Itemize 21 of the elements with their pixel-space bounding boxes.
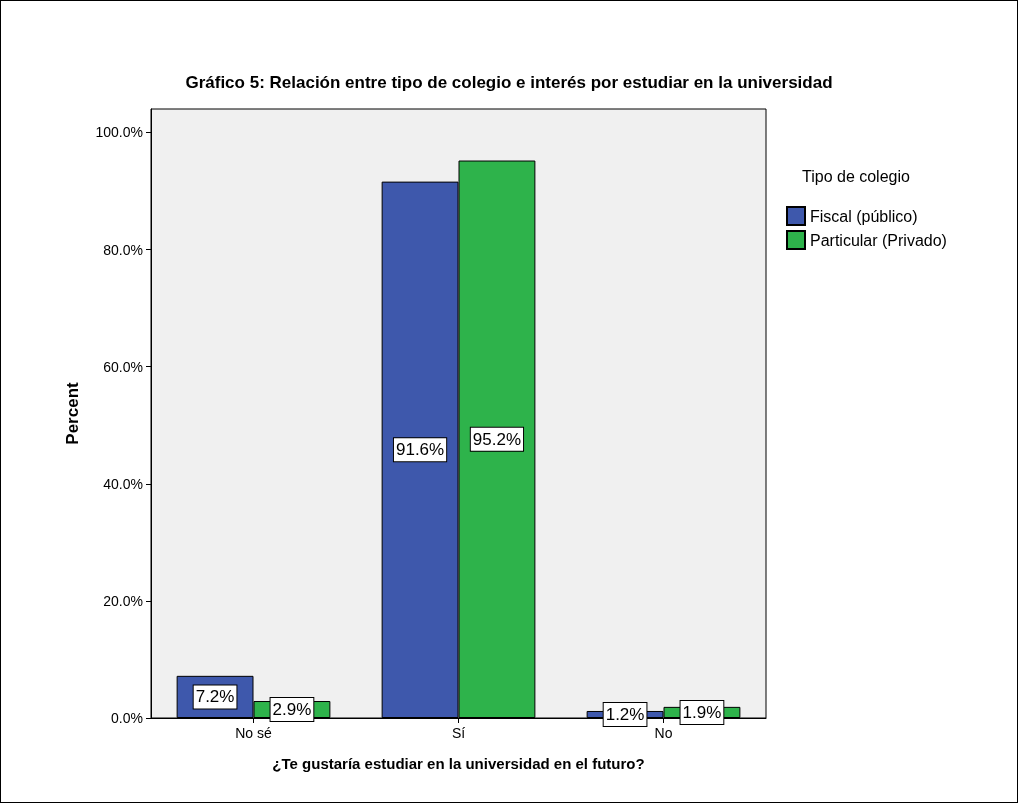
x-tick-label: No sé <box>235 725 272 741</box>
legend-title: Tipo de colegio <box>802 167 911 185</box>
y-tick-label: 100.0% <box>95 124 143 141</box>
y-tick-label: 20.0% <box>103 592 143 609</box>
legend-label: Fiscal (público) <box>810 207 918 225</box>
data-label: 7.2% <box>195 687 235 707</box>
y-tick-label: 80.0% <box>103 241 143 258</box>
y-tick-label: 40.0% <box>103 475 143 492</box>
data-label: 2.9% <box>272 700 312 720</box>
chart-title: Gráfico 5: Relación entre tipo de colegio e interés por estudiar en la universidad <box>185 73 833 92</box>
y-axis-title: Percent <box>63 381 82 445</box>
data-label: 1.2% <box>605 704 645 724</box>
x-tick-label: Sí <box>451 725 466 741</box>
data-label: 95.2% <box>472 429 522 449</box>
x-axis-title: ¿Te gustaría estudiar en la universidad en el futuro? <box>272 755 645 772</box>
data-label: 91.6% <box>395 440 445 460</box>
data-label: 1.9% <box>682 702 722 722</box>
y-tick-label: 60.0% <box>103 358 143 375</box>
y-tick-label: 0.0% <box>111 710 143 726</box>
legend-label: Particular (Privado) <box>810 231 947 249</box>
x-tick-label: No <box>654 725 673 741</box>
